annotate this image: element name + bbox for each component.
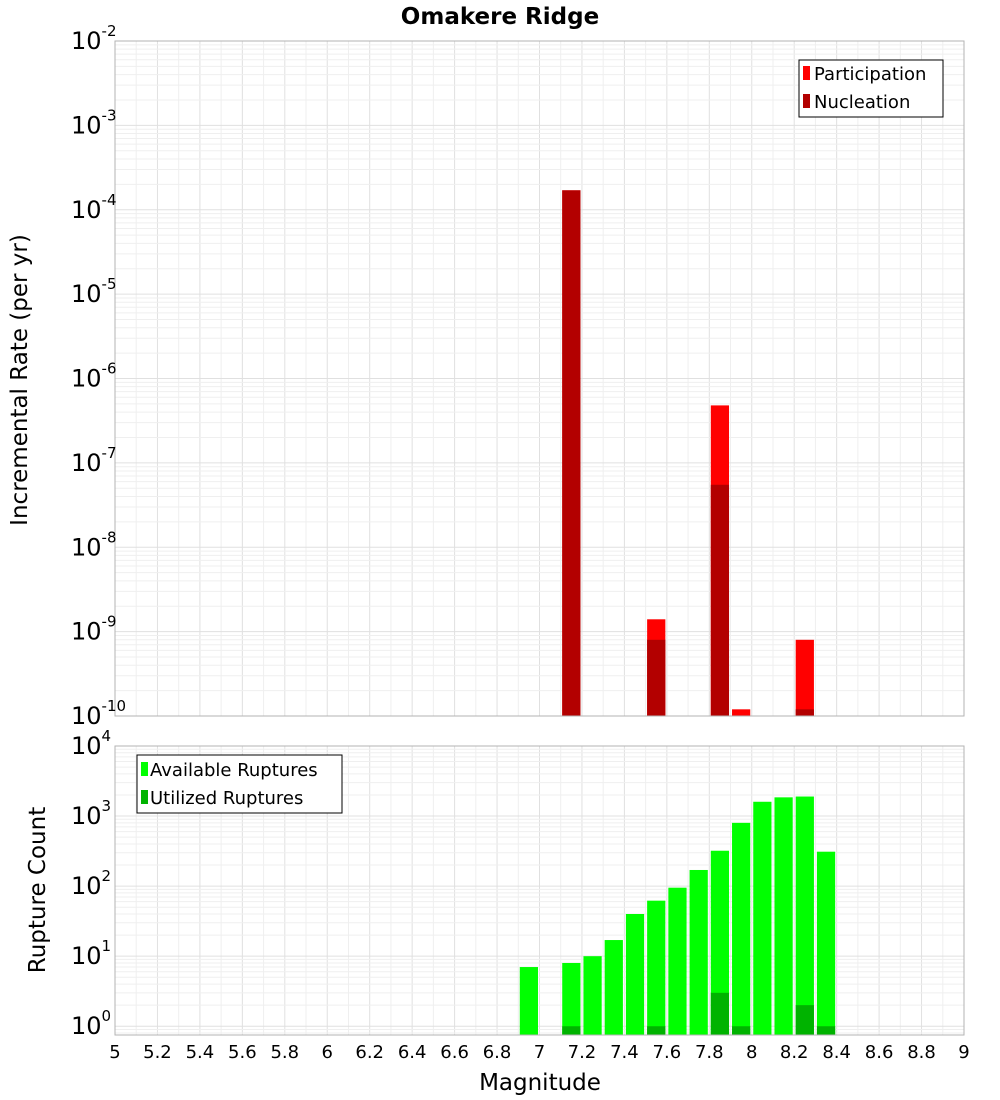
y-tick-label: 10-9 <box>71 613 117 646</box>
x-tick-label: 7.2 <box>568 1042 597 1063</box>
rate-grid <box>115 41 964 716</box>
x-tick-label: 7.6 <box>653 1042 682 1063</box>
bar-available-ruptures-7-55 <box>647 900 666 1035</box>
rupture-count-chart: 100 101 102 103 104 5 5.2 5.4 5.6 5.8 6 6.2 6.4 6.6 6… <box>25 727 970 1096</box>
bar-utilized-ruptures-8-25 <box>795 1005 814 1035</box>
legend-label-utilized: Utilized Ruptures <box>150 788 303 809</box>
bar-available-ruptures-8-05 <box>753 801 772 1035</box>
rate-chart: 10-10 10-9 10-8 10-7 10-6 10-5 10-4 10-3 10-2 In… <box>7 22 965 730</box>
x-tick-label: 8.4 <box>822 1042 851 1063</box>
x-tick-label: 7 <box>534 1042 545 1063</box>
x-tick-label: 9 <box>958 1042 969 1063</box>
x-tick-label: 8 <box>746 1042 757 1063</box>
bar-nucleation-7-85 <box>710 484 730 716</box>
rupture-plot-border <box>114 745 965 1036</box>
bar-available-ruptures-7-85 <box>710 850 730 1035</box>
y-tick-label: 10-7 <box>71 444 117 477</box>
y-tick-label: 103 <box>71 797 111 830</box>
x-tick-label: 5.6 <box>228 1042 257 1063</box>
x-tick-label: 8.6 <box>865 1042 894 1063</box>
y-tick-label: 102 <box>71 867 111 900</box>
bar-available-ruptures-7-75 <box>689 869 708 1035</box>
x-tick-label: 6.8 <box>483 1042 512 1063</box>
bar-available-ruptures-7-95 <box>732 822 751 1035</box>
x-tick-label: 7.4 <box>610 1042 639 1063</box>
rate-legend: Participation Nucleation <box>798 59 944 118</box>
y-tick-label: 100 <box>71 1007 111 1040</box>
bar-nucleation-8-25 <box>795 709 814 716</box>
bar-nucleation-7-55 <box>647 639 666 716</box>
magnitude-x-ticks: 5 5.2 5.4 5.6 5.8 6 6.2 6.4 6.6 6.8 7 7.2 7.4 7.6 7.8 8… <box>109 1042 969 1063</box>
bar-available-ruptures-7-25 <box>583 956 602 1035</box>
legend-swatch-nucleation <box>803 94 810 108</box>
rate-bars <box>562 190 814 716</box>
bar-nucleation-7-15 <box>562 190 581 716</box>
chart-title: Omakere Ridge <box>401 4 599 30</box>
bar-participation-7-95 <box>732 709 751 716</box>
x-tick-label: 5.2 <box>143 1042 172 1063</box>
legend-label-available: Available Ruptures <box>150 760 318 781</box>
rate-plot-border <box>114 40 965 717</box>
legend-label-participation: Participation <box>814 64 926 85</box>
y-tick-label: 10-6 <box>71 360 117 393</box>
x-tick-label: 5 <box>109 1042 120 1063</box>
rupture-legend-box <box>136 754 343 814</box>
bar-utilized-ruptures-7-55 <box>647 1026 666 1035</box>
x-tick-label: 6 <box>322 1042 333 1063</box>
bar-utilized-ruptures-7-15 <box>562 1026 581 1035</box>
legend-swatch-participation <box>803 66 810 80</box>
bar-available-ruptures-7-35 <box>604 940 623 1035</box>
y-tick-label: 104 <box>71 727 111 760</box>
x-tick-label: 6.2 <box>355 1042 384 1063</box>
rupture-legend: Available Ruptures Utilized Ruptures <box>136 754 343 814</box>
y-tick-label: 101 <box>71 937 111 970</box>
bar-available-ruptures-7-65 <box>668 887 687 1035</box>
x-tick-label: 8.2 <box>780 1042 809 1063</box>
x-tick-label: 6.6 <box>440 1042 469 1063</box>
bar-available-ruptures-7-45 <box>625 914 645 1035</box>
y-tick-label: 10-3 <box>71 106 117 139</box>
rupture-bars <box>519 796 836 1035</box>
y-tick-label: 10-8 <box>71 528 117 561</box>
x-tick-label: 8.8 <box>907 1042 936 1063</box>
rate-y-axis-label: Incremental Rate (per yr) <box>7 234 33 526</box>
x-tick-label: 5.4 <box>186 1042 215 1063</box>
bar-available-ruptures-8-35 <box>816 851 836 1035</box>
x-tick-label: 6.4 <box>398 1042 427 1063</box>
x-axis-label: Magnitude <box>479 1070 601 1096</box>
bar-available-ruptures-8-25 <box>795 796 814 1035</box>
legend-swatch-utilized <box>141 790 148 804</box>
legend-label-nucleation: Nucleation <box>814 92 910 113</box>
y-tick-label: 10-5 <box>71 275 117 308</box>
bar-utilized-ruptures-7-95 <box>732 1026 751 1035</box>
legend-swatch-available <box>141 762 148 776</box>
bar-available-ruptures-6-95 <box>519 967 538 1035</box>
bar-utilized-ruptures-8-35 <box>816 1026 836 1035</box>
rupture-y-axis-label: Rupture Count <box>25 807 51 973</box>
bar-available-ruptures-7-15 <box>562 962 581 1035</box>
rate-y-ticks: 10-10 10-9 10-8 10-7 10-6 10-5 10-4 10-3 10-2 <box>71 22 126 730</box>
bar-utilized-ruptures-7-85 <box>710 992 730 1035</box>
y-tick-label: 10-2 <box>71 22 117 55</box>
x-tick-label: 5.8 <box>270 1042 299 1063</box>
rupture-y-ticks: 100 101 102 103 104 <box>71 727 111 1040</box>
bar-participation-8-25 <box>795 639 814 716</box>
rate-legend-box <box>798 59 944 118</box>
y-tick-label: 10-4 <box>71 191 117 224</box>
y-tick-label: 10-10 <box>71 697 126 730</box>
x-tick-label: 7.8 <box>695 1042 724 1063</box>
bar-available-ruptures-8-15 <box>774 797 793 1035</box>
